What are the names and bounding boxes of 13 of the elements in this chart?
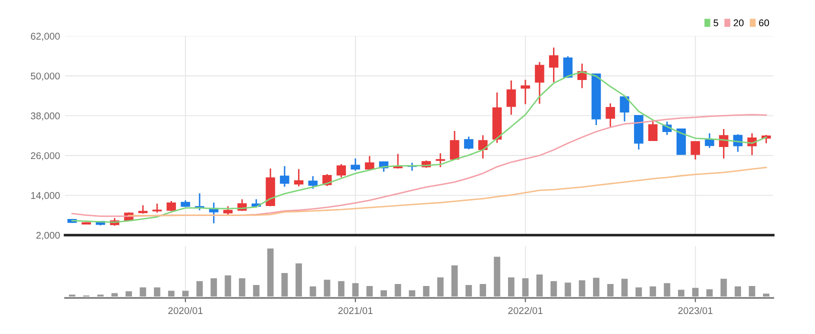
legend-label: 5 bbox=[714, 19, 718, 26]
x-tick-label: 2021/01 bbox=[338, 306, 373, 314]
y-tick-label: 50,000 bbox=[30, 72, 60, 81]
legend-label: 20 bbox=[734, 19, 744, 26]
y-tick-label: 26,000 bbox=[30, 152, 60, 160]
y-tick-label: 14,000 bbox=[31, 192, 60, 200]
legend-label: 60 bbox=[759, 19, 770, 26]
y-tick-label: 62,000 bbox=[30, 32, 60, 41]
x-tick-label: 2023/01 bbox=[678, 306, 712, 314]
x-tick-label: 2020/01 bbox=[168, 306, 203, 314]
y-tick-label: 2,000 bbox=[36, 232, 60, 240]
y-tick-label: 38,000 bbox=[30, 112, 60, 120]
x-tick-label: 2022/01 bbox=[508, 306, 542, 314]
